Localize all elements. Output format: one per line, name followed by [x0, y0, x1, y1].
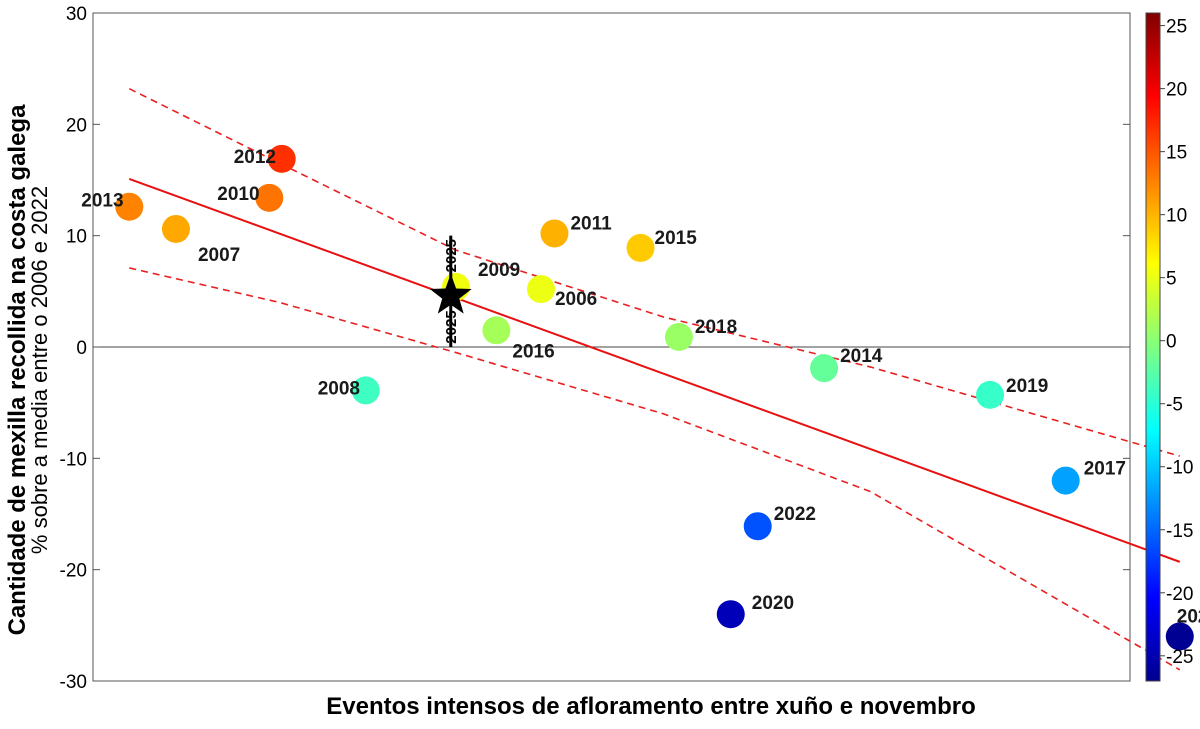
point-2020 [716, 600, 745, 629]
colorbar-tick-label: -10 [1166, 458, 1193, 479]
point-label-2019: 2019 [1006, 376, 1048, 397]
point-2016 [482, 316, 511, 345]
point-label-2020: 2020 [752, 593, 794, 614]
forecast-star [429, 273, 472, 314]
forecast-label-bottom: 2025 [443, 310, 460, 343]
point-2013 [115, 192, 144, 221]
plot-area [92, 12, 1131, 682]
point-label-2007: 2007 [198, 245, 240, 266]
point-label-2008: 2008 [318, 378, 360, 399]
point-label-2018: 2018 [695, 317, 737, 338]
point-label-2022: 2022 [774, 504, 816, 525]
point-2019 [976, 380, 1005, 409]
y-tick-label: 30 [66, 4, 87, 25]
forecast-group: 2025 2025 [429, 235, 472, 347]
confidence-bands [128, 87, 1181, 671]
point-label-2012: 2012 [234, 147, 276, 168]
y-tick-label: 10 [66, 227, 87, 248]
point-label-2009: 2009 [478, 260, 520, 281]
colorbar-tick-label: -20 [1166, 584, 1193, 605]
point-label-2017: 2017 [1084, 459, 1126, 480]
y-tick-label: -20 [60, 561, 87, 582]
colorbar: 25 20 15 10 5 0 -5 -10 -15 -20 -25 [1145, 12, 1193, 682]
point-2018 [664, 322, 693, 351]
y-axis-title: Cantidade de mexilla recollida na costa … [4, 104, 31, 636]
point-2010 [255, 183, 284, 212]
point-label-2021: 2021 [1177, 606, 1200, 627]
point-label-2014: 2014 [840, 346, 883, 367]
y-tick-label: -30 [60, 672, 87, 693]
colorbar-tick-label: 5 [1166, 269, 1177, 290]
x-axis-title: Eventos intensos de afloramento entre xu… [326, 693, 975, 720]
colorbar-tick-label: -25 [1166, 647, 1193, 668]
colorbar-tick-label: 0 [1166, 332, 1177, 353]
colorbar-tick-label: 20 [1166, 80, 1187, 101]
regression-line-group [128, 177, 1181, 563]
point-label-2010: 2010 [217, 184, 259, 205]
confidence-upper-line [128, 87, 1180, 457]
forecast-label-top: 2025 [443, 239, 460, 272]
colorbar-tick-label: 25 [1166, 17, 1187, 38]
point-2014 [810, 354, 839, 383]
colorbar-tick-label: 15 [1166, 143, 1187, 164]
y-axis-subtitle: % sobre a media entre o 2006 e 2022 [27, 186, 52, 554]
point-label-2013: 2013 [81, 191, 123, 212]
colorbar-tick-label: -15 [1166, 521, 1193, 542]
point-2006 [526, 275, 555, 304]
colorbar-gradient [1145, 12, 1161, 682]
point-label-2011: 2011 [570, 213, 612, 234]
point-2007 [161, 214, 190, 243]
colorbar-ticks: 25 20 15 10 5 0 -5 -10 -15 -20 -25 [1160, 17, 1193, 668]
point-label-2015: 2015 [655, 228, 698, 249]
point-2011 [540, 219, 569, 248]
y-tick-label: 20 [66, 115, 87, 136]
y-tick-label: 0 [76, 338, 87, 359]
point-label-2006: 2006 [555, 289, 597, 310]
point-label-2016: 2016 [512, 341, 554, 362]
colorbar-tick-label: 10 [1166, 206, 1187, 227]
point-2021 [1165, 622, 1194, 651]
point-2012 [267, 144, 296, 173]
colorbar-tick-label: -5 [1166, 395, 1183, 416]
point-2017 [1051, 466, 1080, 495]
point-2022 [743, 512, 772, 541]
confidence-lower-line [129, 267, 1181, 671]
data-points: 2013 2007 2010 2012 2008 2009 2016 2006 2011 2015… [81, 144, 1200, 651]
regression-line [128, 177, 1181, 563]
point-2008 [351, 376, 380, 405]
point-2015 [626, 233, 655, 262]
y-tick-label: -10 [60, 449, 87, 470]
